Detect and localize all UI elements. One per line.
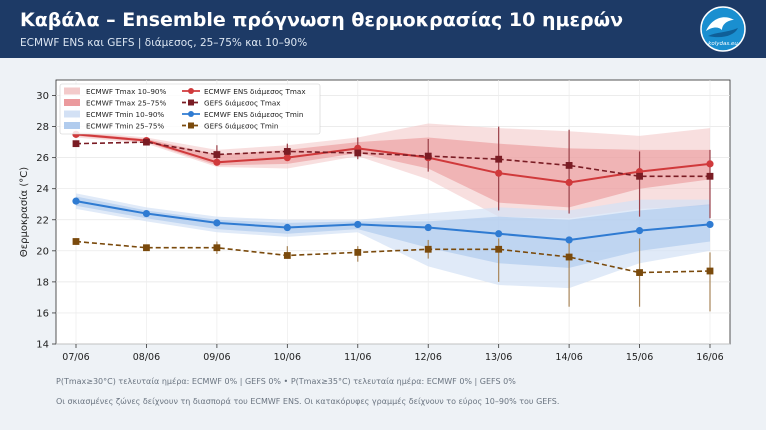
y-tick-label: 20 bbox=[36, 246, 49, 257]
ecmwf-tmin-point bbox=[283, 223, 291, 232]
ecmwf-tmin-point bbox=[142, 209, 151, 218]
gefs-tmin-point bbox=[283, 252, 291, 259]
ecmwf-tmin-point bbox=[424, 223, 432, 232]
x-tick-label: 15/06 bbox=[626, 352, 653, 363]
temperature-chart: 14 16 18 20 22 24 26 28 30 07/06 08/06 09/06 10/06 1… bbox=[18, 79, 731, 363]
ecmwf-tmin-line bbox=[75, 200, 711, 241]
legend-swatch-marker bbox=[188, 111, 194, 117]
x-tick-label: 16/06 bbox=[696, 352, 723, 363]
legend-label: GEFS διάμεσος Tmin bbox=[204, 121, 278, 130]
legend-label: ECMWF ENS διάμεσος Tmax bbox=[204, 87, 306, 96]
legend-swatch-band bbox=[64, 110, 80, 118]
ecmwf-tmax-point bbox=[706, 160, 714, 168]
ecmwf-tmax-line bbox=[75, 133, 711, 184]
gefs-tmax-point bbox=[213, 151, 221, 158]
legend-swatch-marker bbox=[188, 88, 194, 94]
y-tick-label: 26 bbox=[36, 153, 49, 164]
gefs-tmin-line bbox=[75, 240, 711, 274]
ecmwf-tmin-point bbox=[565, 236, 573, 244]
gefs-tmax-point bbox=[706, 172, 714, 180]
legend-swatch-marker bbox=[188, 122, 194, 129]
gefs-tmin-point bbox=[143, 244, 150, 252]
page-subtitle: ECMWF ENS και GEFS | διάμεσος, 25–75% κα… bbox=[20, 37, 308, 49]
y-tick-label: 14 bbox=[36, 340, 49, 351]
ecmwf-tmax-point bbox=[565, 178, 573, 187]
ecmwf-tmin-point bbox=[213, 219, 221, 227]
gefs-tmax-point bbox=[636, 172, 643, 180]
x-tick-label: 12/06 bbox=[415, 352, 442, 363]
kolydas-logo: kolydas.eu bbox=[700, 6, 746, 52]
ecmwf-tmax-point bbox=[495, 169, 503, 177]
gefs-tmin-point bbox=[495, 245, 503, 253]
gefs-tmax-point bbox=[283, 148, 291, 155]
y-tick-label: 18 bbox=[36, 277, 49, 288]
series-markers bbox=[72, 130, 714, 276]
probability-note: P(Tmax≥30°C) τελευταία ημέρα: ECMWF 0% |… bbox=[56, 377, 516, 386]
ecmwf-tmin-point bbox=[635, 227, 644, 235]
band-tmin-25-75 bbox=[76, 196, 710, 268]
ecmwf-tmin-point bbox=[706, 220, 714, 229]
legend-swatch-band bbox=[64, 87, 80, 95]
gefs-tmin-point bbox=[636, 269, 643, 276]
logo-text: kolydas.eu bbox=[708, 41, 738, 47]
legend: ECMWF Tmax 10–90% ECMWF Tmax 25–75% ECMWF … bbox=[59, 83, 321, 135]
x-tick-label: 13/06 bbox=[485, 352, 512, 363]
ecmwf-tmin-point bbox=[354, 220, 362, 229]
y-tick-label: 28 bbox=[36, 122, 49, 133]
gefs-tmax-point bbox=[72, 140, 80, 148]
y-tick-label: 24 bbox=[36, 184, 49, 195]
gefs-tmin-point bbox=[706, 267, 714, 275]
gefs-tmax-point bbox=[424, 152, 432, 160]
ecmwf-tmax-point bbox=[213, 158, 221, 166]
y-tick-label: 22 bbox=[36, 215, 49, 226]
y-tick-label: 30 bbox=[36, 91, 49, 102]
gefs-tmin-point bbox=[565, 253, 573, 261]
ecmwf-bands bbox=[76, 123, 710, 289]
gefs-tmin-point bbox=[72, 238, 80, 245]
legend-swatch-band bbox=[64, 99, 80, 106]
x-axis-ticks: 07/06 08/06 09/06 10/06 11/06 12/06 13/06 14/06… bbox=[62, 344, 724, 363]
header-bar: Καβάλα – Ensemble πρόγνωση θερμοκρασίας … bbox=[0, 0, 766, 58]
gefs-tmin-point bbox=[213, 244, 221, 252]
legend-swatch-band bbox=[64, 122, 80, 129]
x-tick-label: 08/06 bbox=[133, 352, 160, 363]
legend-label: GEFS διάμεσος Tmax bbox=[204, 98, 281, 107]
ecmwf-tmax-point bbox=[283, 154, 291, 162]
y-axis-label: Θερμοκρασία (°C) bbox=[18, 167, 30, 257]
x-tick-label: 14/06 bbox=[555, 352, 582, 363]
x-tick-label: 09/06 bbox=[203, 352, 230, 363]
gefs-tmax-point bbox=[565, 162, 573, 169]
x-tick-label: 07/06 bbox=[62, 352, 89, 363]
x-tick-label: 11/06 bbox=[344, 352, 371, 363]
legend-swatch-marker bbox=[188, 99, 194, 106]
legend-label: ECMWF Tmin 10–90% bbox=[86, 110, 164, 119]
y-tick-label: 16 bbox=[36, 308, 49, 319]
legend-label: ECMWF Tmax 10–90% bbox=[86, 87, 167, 96]
band-tmax-25-75 bbox=[76, 132, 710, 208]
gefs-tmax-line bbox=[75, 141, 710, 178]
page-title: Καβάλα – Ensemble πρόγνωση θερμοκρασίας … bbox=[20, 9, 624, 31]
legend-label: ECMWF Tmax 25–75% bbox=[86, 98, 167, 107]
legend-label: ECMWF Tmin 25–75% bbox=[86, 121, 164, 130]
gefs-tmin-point bbox=[354, 248, 362, 256]
ecmwf-tmin-point bbox=[495, 230, 503, 238]
y-axis-ticks: 14 16 18 20 22 24 26 28 30 bbox=[36, 91, 56, 351]
gefs-tmin-point bbox=[424, 245, 432, 253]
legend-label: ECMWF ENS διάμεσος Tmin bbox=[204, 110, 303, 119]
series-lines bbox=[75, 133, 711, 274]
x-tick-label: 10/06 bbox=[274, 352, 301, 363]
gefs-tmax-point bbox=[495, 155, 503, 163]
ecmwf-tmin-point bbox=[72, 197, 80, 205]
gefs-tmax-point bbox=[143, 138, 150, 146]
band-note: Οι σκιασμένες ζώνες δείχνουν τη διασπορά… bbox=[56, 397, 560, 406]
gefs-tmax-point bbox=[354, 149, 362, 157]
